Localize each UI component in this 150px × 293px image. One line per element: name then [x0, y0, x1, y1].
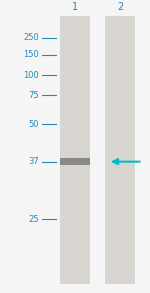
Text: 25: 25	[28, 215, 39, 224]
Bar	[60, 159, 90, 165]
Text: 50: 50	[28, 120, 39, 129]
Text: 1: 1	[72, 1, 78, 12]
Bar	[105, 16, 135, 284]
Bar	[60, 16, 90, 284]
Text: 250: 250	[23, 33, 39, 42]
Text: 75: 75	[28, 91, 39, 100]
Text: 2: 2	[117, 1, 123, 12]
Text: 37: 37	[28, 157, 39, 166]
Text: 100: 100	[23, 71, 39, 80]
Text: 150: 150	[23, 50, 39, 59]
